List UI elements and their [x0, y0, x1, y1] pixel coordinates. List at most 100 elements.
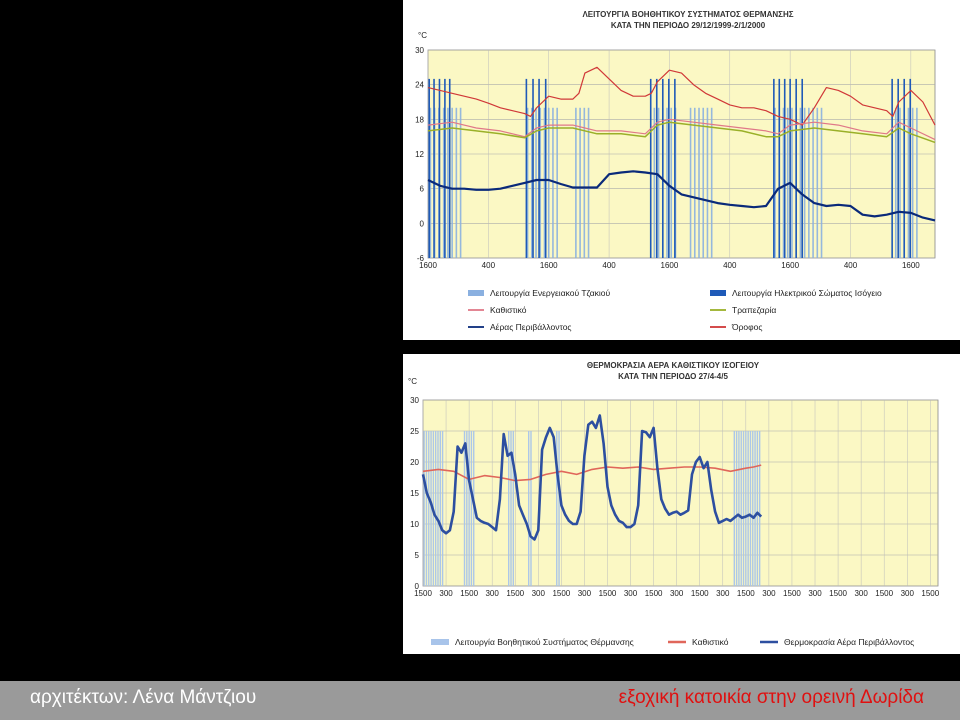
series-line-1 — [427, 118, 936, 141]
tick-labels: 0 5 10 15 20 25 30 1500 300 1500 300 1500 300 1500 300… — [410, 396, 940, 598]
aux-heating-bar — [439, 431, 441, 586]
electric-bar — [909, 78, 912, 258]
legend-label: Αέρας Περιβάλλοντος — [490, 322, 572, 332]
legend: Λειτουργία Βοηθητικού Συστήματος Θέρμανσ… — [431, 637, 914, 647]
electric-bar — [795, 78, 797, 258]
aux-heating-bar — [463, 431, 466, 586]
fireplace-bar — [535, 107, 537, 259]
legend-label: Λειτουργία Ενεργειακού Τζακιού — [490, 288, 610, 298]
electric-bar — [661, 78, 664, 258]
legend-swatch — [710, 290, 726, 296]
legend-label: Λειτουργία Βοηθητικού Συστήματος Θέρμανσ… — [455, 637, 634, 647]
fireplace-bar — [710, 107, 713, 259]
y-tick-label: 24 — [415, 81, 424, 90]
series-lines — [421, 414, 763, 541]
x-tick-label: 1600 — [781, 261, 799, 270]
aux-heating-bar — [466, 431, 468, 586]
legend: Λειτουργία Ενεργειακού Τζακιού Λειτουργία… — [468, 288, 882, 332]
x-tick-label: 400 — [482, 261, 496, 270]
fireplace-bar — [693, 107, 696, 259]
legend-label: Θερμοκρασία Αέρα Περιβάλλοντος — [784, 637, 914, 647]
x-tick-label: 400 — [602, 261, 616, 270]
electric-bar — [438, 78, 441, 258]
fireplace-bar — [670, 107, 673, 259]
electric-bar — [783, 78, 786, 258]
fireplace-bar — [907, 107, 910, 259]
aux-heating-bar — [512, 431, 515, 586]
aux-heating-bar — [437, 431, 439, 586]
legend-swatch — [468, 290, 484, 296]
x-tick-label: 300 — [670, 589, 684, 598]
aux-heating-bar — [434, 431, 437, 586]
x-tick-label: 1600 — [902, 261, 920, 270]
aux-heating-bar — [749, 431, 752, 586]
electric-bar — [649, 78, 652, 258]
electric-bar — [891, 78, 893, 258]
x-tick-label: 300 — [808, 589, 822, 598]
y-tick-label: 18 — [415, 115, 424, 124]
y-tick-label: 10 — [410, 520, 419, 529]
chart-subtitle: ΚΑΤΑ ΤΗΝ ΠΕΡΙΟΔΟ 27/4-4/5 — [618, 372, 728, 381]
fireplace-bar — [894, 107, 897, 259]
aux-heating-bar — [745, 431, 747, 586]
fireplace-bar — [899, 107, 901, 259]
x-tick-label: 300 — [762, 589, 776, 598]
fireplace-bar — [820, 107, 823, 259]
x-tick-label: 300 — [624, 589, 638, 598]
x-tick-label: 1500 — [460, 589, 478, 598]
chart-title: ΛΕΙΤΟΥΡΓΙΑ ΒΟΗΘΗΤΙΚΟΥ ΣΥΣΤΗΜΑΤΟΣ ΘΕΡΜΑΝΣ… — [582, 10, 793, 19]
fireplace-bar — [816, 107, 819, 259]
y-tick-label: 30 — [410, 396, 419, 405]
electric-bar — [448, 78, 451, 258]
aux-heating-bar — [556, 431, 558, 586]
fireplace-bar — [429, 107, 432, 259]
footer-bar: αρχιτέκτων: Λένα Μάντζιου εξοχική κατοικ… — [0, 681, 960, 720]
series-line-0 — [422, 464, 762, 482]
y-tick-label: 5 — [415, 551, 420, 560]
fireplace-bar — [653, 107, 656, 259]
aux-heating-bar — [441, 431, 444, 586]
fireplace-bar — [547, 107, 550, 259]
x-tick-label: 1500 — [737, 589, 755, 598]
project-title: εξοχική κατοικία στην ορεινή Δωρίδα — [618, 687, 924, 708]
architect-credit: αρχιτέκτων: Λένα Μάντζιου — [30, 687, 257, 708]
heating-chart: ΛΕΙΤΟΥΡΓΙΑ ΒΟΗΘΗΤΙΚΟΥ ΣΥΣΤΗΜΑΤΟΣ ΘΕΡΜΑΝΣ… — [415, 10, 936, 332]
fireplace-bar — [587, 107, 590, 259]
fireplace-bar — [911, 107, 914, 259]
chart-panel-heating: ΛΕΙΤΟΥΡΓΙΑ ΒΟΗΘΗΤΙΚΟΥ ΣΥΣΤΗΜΑΤΟΣ ΘΕΡΜΑΝΣ… — [403, 0, 960, 340]
aux-heating-bar — [510, 431, 512, 586]
aux-heating-bar — [756, 431, 759, 586]
fireplace-bar — [791, 107, 793, 259]
x-tick-label: 1500 — [829, 589, 847, 598]
legend-swatch — [431, 639, 449, 645]
aux-heating-bar — [428, 431, 430, 586]
electric-bar — [655, 78, 658, 258]
x-tick-label: 1500 — [599, 589, 617, 598]
aux-heating-bar — [527, 431, 530, 586]
legend-label: Καθιστικό — [692, 637, 729, 647]
x-tick-label: 1500 — [691, 589, 709, 598]
legend-label: Όροφος — [731, 322, 762, 332]
x-tick-label: 300 — [854, 589, 868, 598]
fireplace-bar — [782, 107, 785, 259]
fireplace-bar — [539, 107, 542, 259]
electric-bar — [903, 78, 906, 258]
electric-bar — [778, 78, 781, 258]
electric-bar — [444, 78, 446, 258]
x-tick-label: 300 — [485, 589, 499, 598]
electric-bar — [674, 78, 676, 258]
aux-heating-bar — [558, 431, 560, 586]
series-lines — [427, 66, 936, 222]
aux-heating-bar — [752, 431, 754, 586]
x-tick-label: 1500 — [783, 589, 801, 598]
y-tick-label: 12 — [415, 150, 424, 159]
x-tick-label: 1500 — [552, 589, 570, 598]
aux-heating-bar — [733, 431, 736, 586]
y-tick-label: -6 — [417, 254, 425, 263]
y-axis-unit: °C — [418, 31, 427, 40]
x-tick-label: 400 — [844, 261, 858, 270]
aux-heating-bar — [747, 431, 749, 586]
chart-panel-living-room: ΘΕΡΜΟΚΡΑΣΙΑ ΑΕΡΑ ΚΑΘΙΣΤΙΚΟΥ ΙΣΟΓΕΙΟΥ ΚΑΤ… — [403, 354, 960, 654]
x-tick-label: 1600 — [540, 261, 558, 270]
x-tick-label: 1500 — [645, 589, 663, 598]
